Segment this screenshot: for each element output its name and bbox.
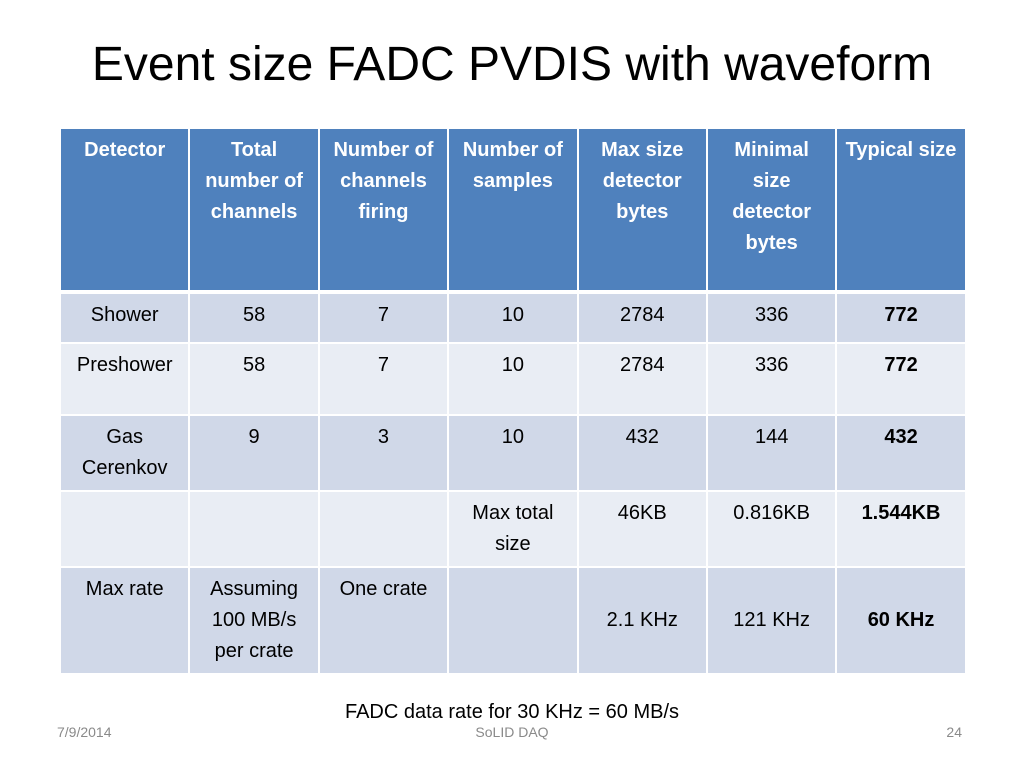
cell-total-channels: 58 — [188, 291, 320, 344]
cell-minimal-size: 121 KHz — [705, 566, 838, 675]
table-row-shower: Shower 58 7 10 2784 336 772 — [58, 291, 967, 344]
cell-minimal-size: 336 — [705, 291, 838, 344]
cell-channels-firing: 7 — [317, 342, 450, 416]
cell-minimal-size: 144 — [705, 414, 838, 492]
cell-typical-size: 772 — [835, 291, 967, 344]
cell-typical-size: 60 KHz — [835, 566, 967, 675]
cell-detector: Max rate — [58, 566, 191, 675]
cell-samples: 10 — [447, 414, 579, 492]
cell-channels-firing: One crate — [317, 566, 450, 675]
cell-max-size: 432 — [576, 414, 708, 492]
data-rate-note: FADC data rate for 30 KHz = 60 MB/s — [344, 701, 680, 723]
cell-detector: Shower — [58, 291, 191, 344]
page-number: 24 — [946, 724, 962, 740]
table-row-max-total-size: Max total size 46KB 0.816KB 1.544KB — [58, 490, 967, 568]
cell-samples: 10 — [447, 291, 579, 344]
cell-detector: Preshower — [58, 342, 191, 416]
footer-date: 7/9/2014 — [57, 724, 112, 740]
cell-max-size: 46KB — [576, 490, 708, 568]
cell-detector: Gas Cerenkov — [58, 414, 191, 492]
cell-minimal-size: 336 — [705, 342, 838, 416]
cell-max-size: 2784 — [576, 342, 708, 416]
table-row-gas-cerenkov: Gas Cerenkov 9 3 10 432 144 432 — [58, 414, 967, 492]
table-row-preshower: Preshower 58 7 10 2784 336 772 — [58, 342, 967, 416]
cell-typical-size: 432 — [835, 414, 967, 492]
cell-samples: Max total size — [447, 490, 579, 568]
header-max-size: Max size detector bytes — [576, 127, 708, 294]
cell-typical-size: 1.544KB — [835, 490, 967, 568]
cell-typical-size: 772 — [835, 342, 967, 416]
header-samples: Number of samples — [447, 127, 579, 294]
slide-title: Event size FADC PVDIS with waveform — [91, 38, 933, 91]
table-row-max-rate: Max rate Assuming 100 MB/s per crate One… — [58, 566, 967, 675]
header-typical-size: Typical size — [835, 127, 967, 294]
cell-max-size: 2784 — [576, 291, 708, 344]
cell-total-channels: 9 — [188, 414, 320, 492]
header-detector: Detector — [58, 127, 191, 294]
cell-channels-firing: 3 — [317, 414, 450, 492]
footer-title: SoLID DAQ — [475, 724, 549, 740]
event-size-table: Detector Total number of channels Number… — [58, 127, 967, 675]
header-minimal-size: Minimal size detector bytes — [705, 127, 838, 294]
cell-minimal-size: 0.816KB — [705, 490, 838, 568]
cell-max-size: 2.1 KHz — [576, 566, 708, 675]
cell-samples: 10 — [447, 342, 579, 416]
cell-channels-firing: 7 — [317, 291, 450, 344]
table-header-row: Detector Total number of channels Number… — [58, 127, 967, 294]
header-channels-firing: Number of channels firing — [317, 127, 450, 294]
cell-channels-firing — [317, 490, 450, 568]
cell-total-channels: 58 — [188, 342, 320, 416]
cell-total-channels — [188, 490, 320, 568]
cell-samples — [447, 566, 579, 675]
header-total-channels: Total number of channels — [188, 127, 320, 294]
cell-detector — [58, 490, 191, 568]
cell-total-channels: Assuming 100 MB/s per crate — [188, 566, 320, 675]
